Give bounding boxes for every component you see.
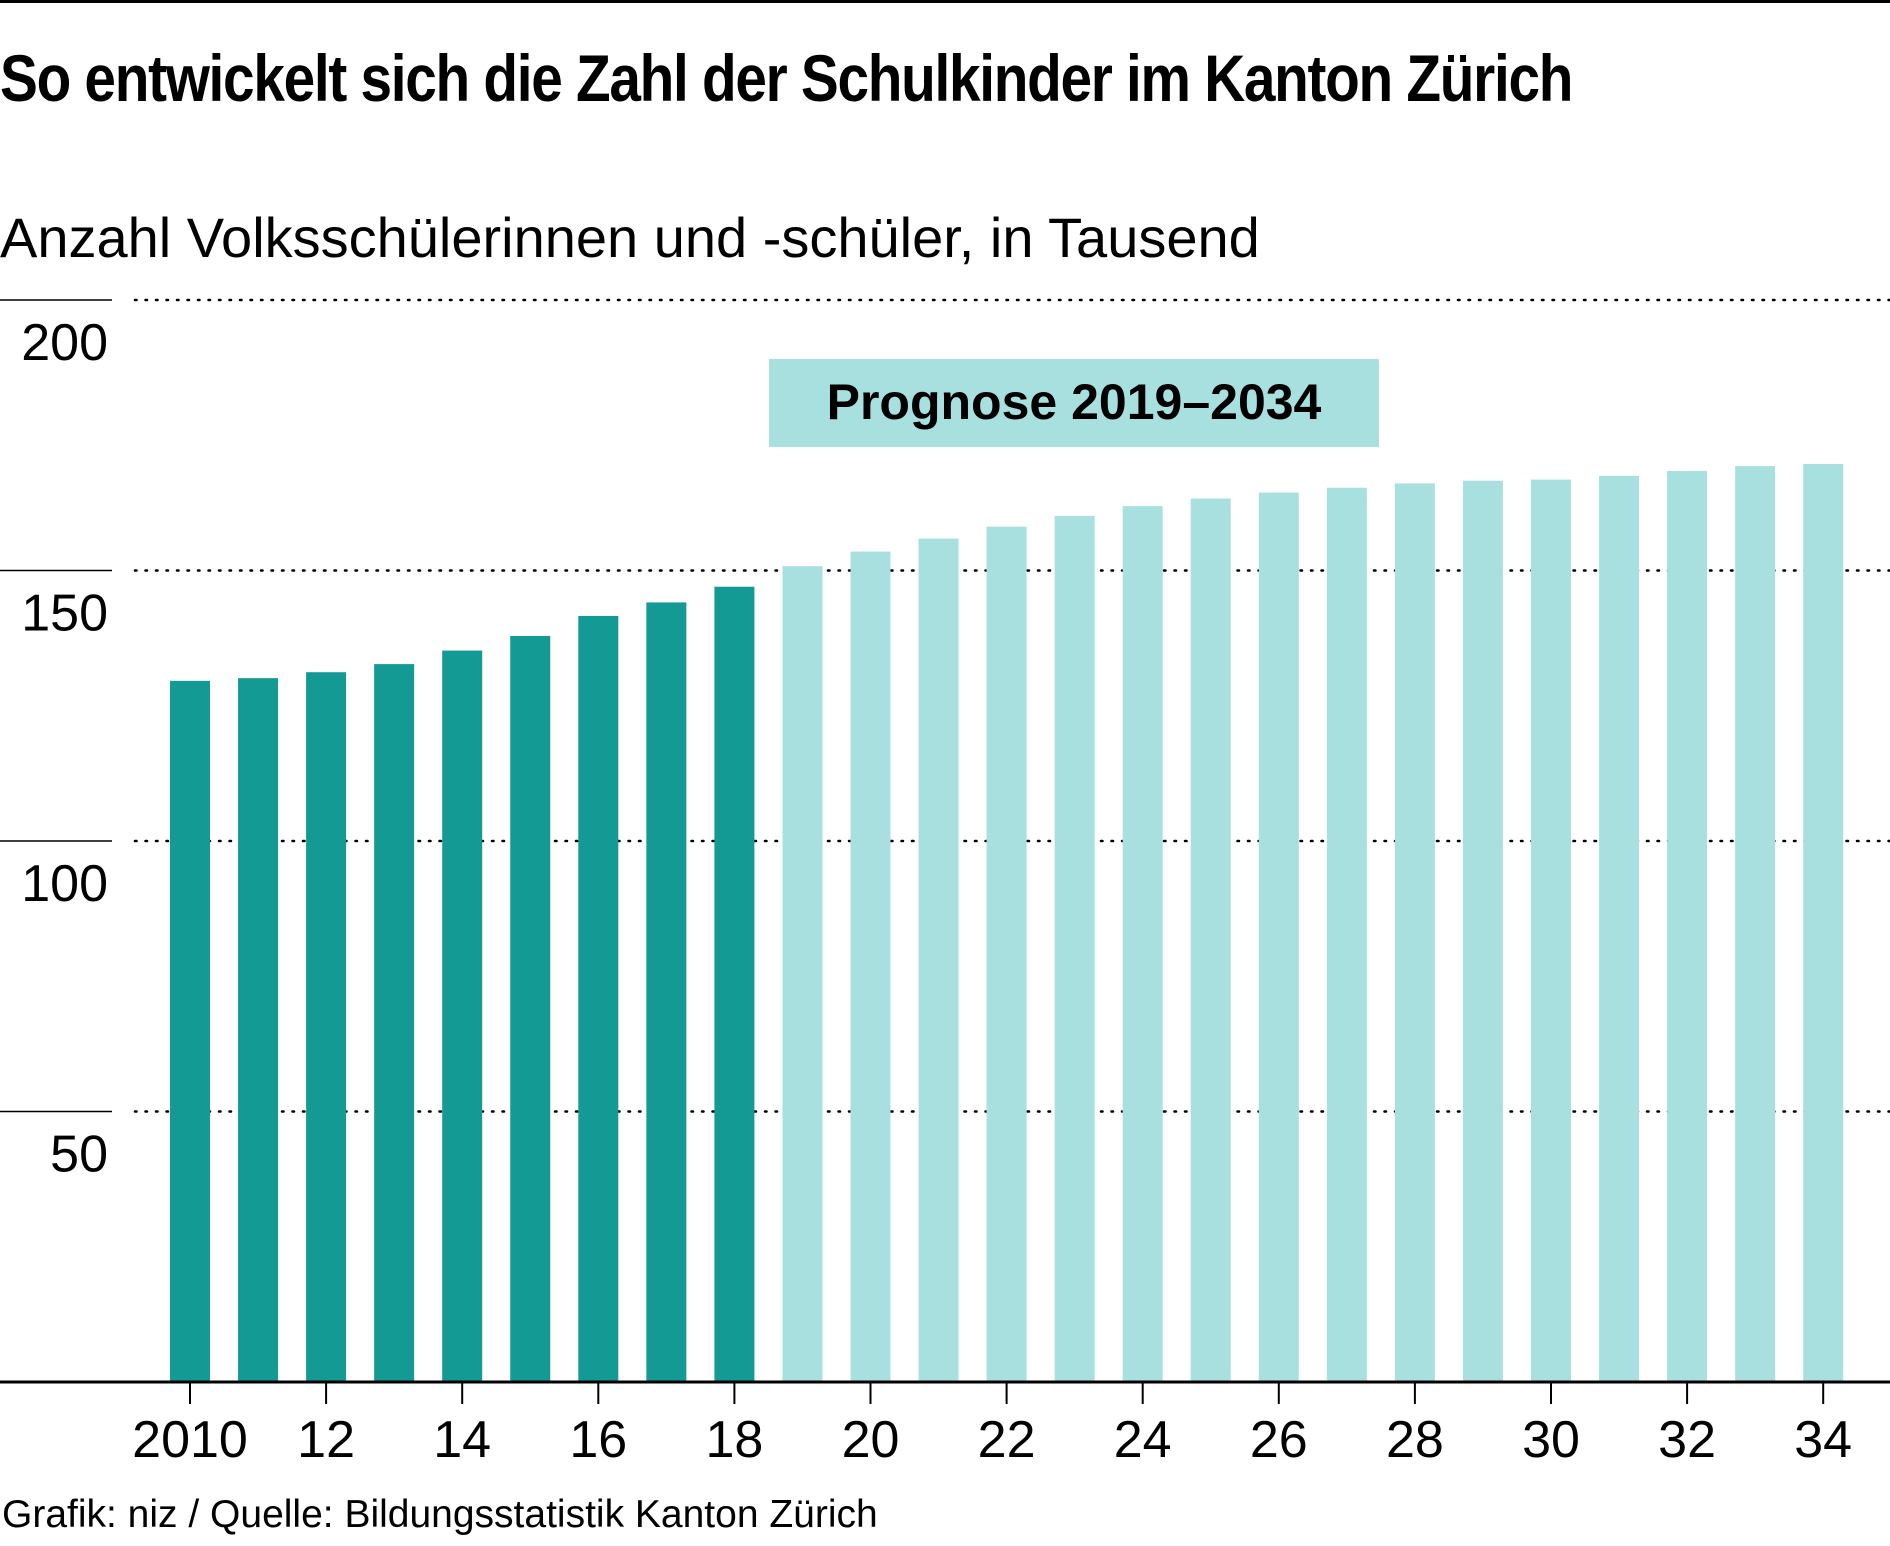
bar-forecast: [1054, 515, 1095, 1382]
x-tick-label: 30: [1522, 1411, 1580, 1469]
bar-actual: [170, 680, 210, 1382]
bar-actual: [714, 586, 755, 1382]
x-tick-label: 20: [842, 1411, 900, 1469]
forecast-annotation: Prognose 2019–2034: [827, 374, 1322, 430]
bar-actual: [646, 602, 687, 1382]
bar-forecast: [918, 538, 959, 1382]
chart-title: So entwickelt sich die Zahl der Schulkin…: [0, 41, 1573, 115]
bar-actual: [510, 635, 551, 1382]
bar-forecast: [1462, 480, 1503, 1383]
x-tick-label: 16: [569, 1411, 627, 1469]
x-tick-label: 24: [1114, 1411, 1172, 1469]
bar-forecast: [1599, 475, 1640, 1382]
x-tick-label: 18: [705, 1411, 763, 1469]
bar-forecast: [1190, 498, 1231, 1382]
bar-forecast: [1258, 492, 1299, 1382]
source-footer: Grafik: niz / Quelle: Bildungsstatistik …: [2, 1493, 878, 1536]
x-tick-label: 14: [433, 1411, 491, 1469]
x-tick-label: 26: [1250, 1411, 1308, 1469]
bar-actual: [374, 664, 415, 1382]
y-tick-label: 50: [50, 1126, 108, 1184]
y-tick-label: 150: [21, 585, 108, 643]
bar-forecast: [1326, 487, 1367, 1382]
bar-actual: [238, 678, 279, 1382]
bar-forecast: [986, 526, 1027, 1382]
chart-subtitle: Anzahl Volksschülerinnen und -schüler, i…: [0, 206, 1260, 269]
top-rule: [0, 0, 1890, 3]
bar-forecast: [1667, 470, 1708, 1382]
x-tick-label: 28: [1386, 1411, 1444, 1469]
x-tick-label: 34: [1794, 1411, 1852, 1469]
bar-forecast: [1122, 506, 1163, 1383]
x-tick-label: 12: [297, 1411, 355, 1469]
y-tick-label: 200: [21, 314, 108, 372]
bar-forecast: [850, 551, 891, 1382]
x-tick-label: 2010: [132, 1411, 248, 1469]
x-tick-label: 32: [1658, 1411, 1716, 1469]
bar-actual: [578, 615, 619, 1382]
bar-forecast: [1803, 463, 1844, 1383]
forecast-annotation-box: [769, 359, 1379, 447]
bar-actual: [306, 672, 347, 1382]
bar-forecast: [1394, 483, 1435, 1382]
y-tick-label: 100: [21, 855, 108, 913]
bar-forecast: [1531, 479, 1571, 1382]
bar-forecast: [782, 566, 823, 1382]
x-tick-label: 22: [978, 1411, 1036, 1469]
bar-forecast: [1735, 466, 1776, 1382]
bar-actual: [442, 650, 483, 1382]
